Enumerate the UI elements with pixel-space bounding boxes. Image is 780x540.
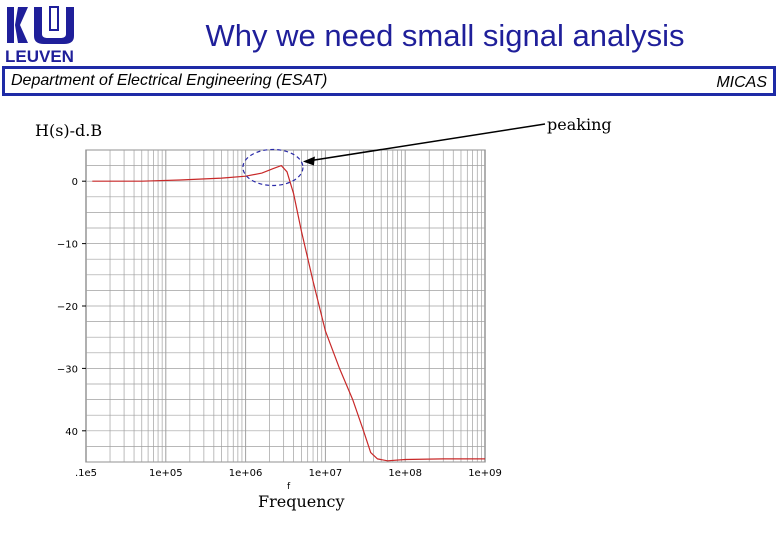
y-tick-label: 40 <box>65 427 78 438</box>
peaking-circle <box>242 148 304 187</box>
peaking-arrow <box>304 123 546 163</box>
peaking-arrowhead <box>302 156 315 166</box>
x-tick-label: 1e+05 <box>149 468 183 479</box>
x-axis-label: Frequency <box>258 492 345 511</box>
chart-ticks: 0 −10 −20 −30 40 .1e5 1e+05 1e+06 1e+07 1e+08 1e+0… <box>57 177 502 479</box>
x-tick-label: .1e5 <box>75 468 97 479</box>
ku-leuven-logo: LEUVEN <box>5 6 74 66</box>
series-line <box>92 164 485 462</box>
x-axis-variable: f <box>287 482 291 492</box>
y-axis-label: H(s)-d.B <box>35 121 103 140</box>
group-name: MICAS <box>716 74 767 91</box>
chart-callout <box>242 123 546 187</box>
chart-grid <box>85 149 486 463</box>
department-name: Department of Electrical Engineering (ES… <box>11 72 328 89</box>
department-bar: Department of Electrical Engineering (ES… <box>2 66 776 96</box>
x-tick-label: 1e+07 <box>309 468 343 479</box>
logo-text: LEUVEN <box>5 47 74 66</box>
chart-series <box>92 164 485 462</box>
x-tick-label: 1e+08 <box>388 468 422 479</box>
x-tick-label: 1e+06 <box>229 468 263 479</box>
y-tick-label: −30 <box>57 364 78 375</box>
x-tick-label: 1e+09 <box>468 468 502 479</box>
y-tick-label: 0 <box>72 177 78 188</box>
y-tick-label: −20 <box>57 302 78 313</box>
slide-title: Why we need small signal analysis <box>205 18 685 53</box>
peaking-annotation: peaking <box>547 115 612 134</box>
y-tick-label: −10 <box>57 240 78 251</box>
